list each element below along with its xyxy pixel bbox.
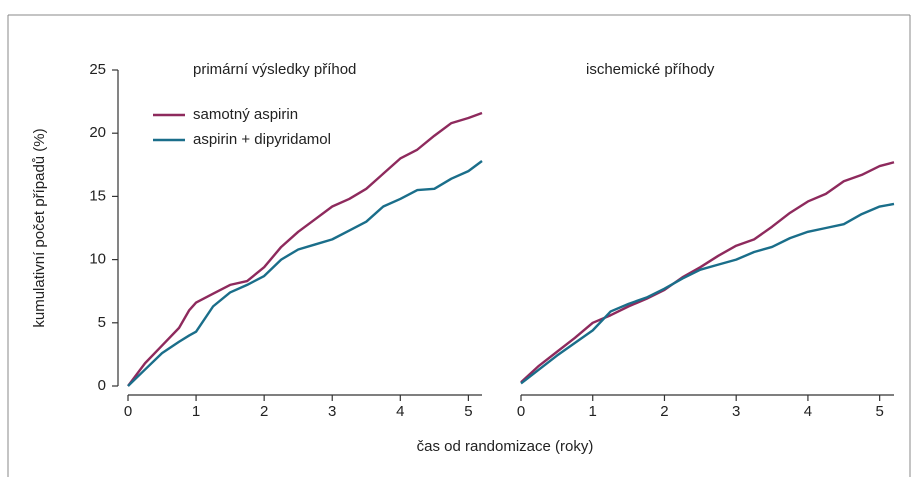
series-line — [127, 111, 483, 387]
series-line — [127, 160, 483, 387]
y-tick-label: 15 — [89, 187, 106, 204]
legend-label: aspirin + dipyridamol — [193, 131, 331, 148]
y-axis-label: kumulativní počet případů (%) — [31, 128, 48, 327]
x-tick-label: 0 — [124, 403, 132, 420]
x-tick-label: 1 — [589, 403, 597, 420]
series-line — [520, 161, 895, 384]
y-tick-label: 10 — [89, 251, 106, 268]
x-tick-label: 3 — [732, 403, 740, 420]
x-tick-label: 3 — [328, 403, 336, 420]
panel-title: ischemické příhody — [586, 61, 715, 78]
x-axis-label: čas od randomizace (roky) — [417, 438, 594, 455]
x-tick-label: 4 — [804, 403, 812, 420]
x-tick-label: 1 — [192, 403, 200, 420]
x-tick-label: 5 — [875, 403, 883, 420]
y-tick-label: 25 — [89, 61, 106, 78]
x-tick-label: 5 — [464, 403, 472, 420]
y-tick-label: 0 — [98, 377, 106, 394]
x-tick-label: 4 — [396, 403, 404, 420]
series-line — [520, 202, 895, 385]
panel-title: primární výsledky příhod — [193, 61, 356, 78]
y-tick-label: 5 — [98, 314, 106, 331]
y-tick-label: 20 — [89, 124, 106, 141]
legend-label: samotný aspirin — [193, 106, 298, 123]
x-tick-label: 2 — [260, 403, 268, 420]
x-tick-label: 2 — [660, 403, 668, 420]
x-tick-label: 0 — [517, 403, 525, 420]
